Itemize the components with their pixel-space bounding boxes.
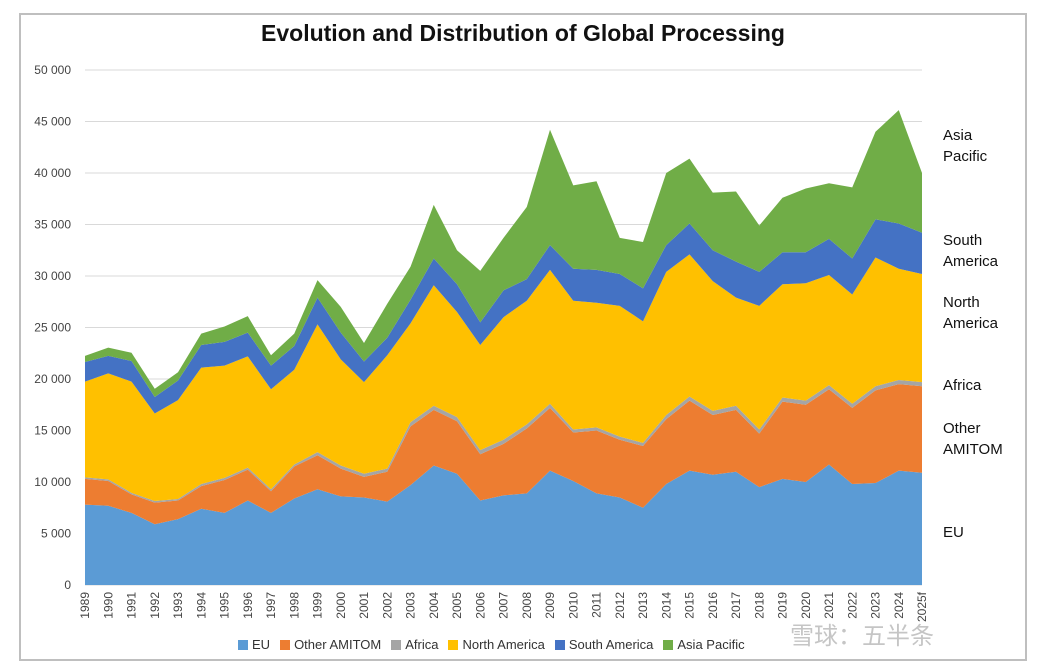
x-tick-label: 2018 bbox=[752, 592, 766, 619]
series-side-labels: Asia Pacific South America North America Afric… bbox=[943, 127, 1003, 541]
side-label-south-america: South bbox=[943, 232, 982, 249]
y-tick-label: 30 000 bbox=[34, 269, 71, 283]
y-tick-label: 40 000 bbox=[34, 166, 71, 180]
x-tick-label: 2006 bbox=[473, 592, 487, 619]
legend-item: Africa bbox=[391, 637, 438, 652]
x-tick-label: 1989 bbox=[78, 592, 92, 619]
legend-swatch bbox=[554, 639, 565, 650]
area-other-amitom bbox=[85, 384, 922, 525]
side-label-africa: Africa bbox=[943, 377, 982, 394]
y-tick-label: 35 000 bbox=[34, 218, 71, 232]
x-tick-label: 1999 bbox=[311, 592, 325, 619]
legend-item: Other AMITOM bbox=[280, 637, 381, 652]
legend-label: Other AMITOM bbox=[294, 637, 382, 652]
legend-label: South America bbox=[568, 637, 654, 652]
x-tick-label: 2002 bbox=[380, 592, 394, 619]
x-tick-label: 2005 bbox=[450, 592, 464, 619]
x-tick-label: 2019 bbox=[776, 592, 790, 619]
x-tick-label: 2012 bbox=[613, 592, 627, 619]
x-tick-label: 1992 bbox=[148, 592, 162, 619]
legend-item: EU bbox=[238, 637, 270, 652]
area-asia-pacific bbox=[85, 110, 922, 398]
x-tick-label: 2008 bbox=[520, 592, 534, 619]
y-tick-label: 20 000 bbox=[34, 372, 71, 386]
x-tick-label: 2009 bbox=[543, 592, 557, 619]
x-tick-label: 2003 bbox=[404, 592, 418, 619]
series-areas bbox=[85, 110, 922, 585]
x-tick-label: 1996 bbox=[241, 592, 255, 619]
area-south-america bbox=[85, 219, 922, 414]
x-tick-label: 1994 bbox=[194, 592, 208, 619]
side-label-south-america: America bbox=[943, 253, 999, 270]
x-tick-label: 1995 bbox=[218, 592, 232, 619]
x-tick-label: 2001 bbox=[357, 592, 371, 619]
x-tick-label: 2011 bbox=[590, 592, 604, 618]
legend-swatch bbox=[238, 639, 248, 650]
legend-item: North America bbox=[448, 637, 545, 652]
y-tick-label: 0 bbox=[64, 578, 71, 592]
y-tick-label: 15 000 bbox=[34, 424, 71, 438]
area-north-america bbox=[85, 254, 922, 502]
side-label-other-amitom: AMITOM bbox=[943, 441, 1003, 458]
chart-legend: EU Other AMITOM Africa North America South A… bbox=[238, 637, 745, 652]
x-tick-label: 2021 bbox=[822, 592, 836, 619]
x-tick-label: 2000 bbox=[334, 592, 348, 619]
area-eu bbox=[85, 464, 922, 585]
chart-title: Evolution and Distribution of Global Pro… bbox=[261, 20, 785, 46]
x-tick-label: 1991 bbox=[125, 592, 139, 619]
x-tick-label: 2020 bbox=[799, 592, 813, 619]
x-tick-label: 2016 bbox=[706, 592, 720, 619]
x-tick-label: 2004 bbox=[427, 592, 441, 619]
legend-label: EU bbox=[252, 637, 271, 652]
x-tick-label: 1997 bbox=[264, 592, 278, 619]
legend-item: South America bbox=[554, 637, 654, 652]
x-tick-label: 2014 bbox=[659, 592, 673, 619]
x-tick-label: 2023 bbox=[869, 592, 883, 619]
legend-swatch bbox=[663, 639, 674, 650]
x-tick-label: 1990 bbox=[101, 592, 115, 619]
x-tick-label: 2022 bbox=[845, 592, 859, 619]
side-label-eu: EU bbox=[943, 524, 964, 541]
watermark: 雪球：五半条 bbox=[790, 622, 934, 650]
x-tick-label: 1993 bbox=[171, 592, 185, 619]
x-tick-label: 2024 bbox=[892, 592, 906, 619]
x-tick-label: 2015 bbox=[683, 592, 697, 619]
legend-label: Asia Pacific bbox=[677, 637, 745, 652]
y-tick-label: 10 000 bbox=[34, 475, 71, 489]
side-label-other-amitom: Other bbox=[943, 420, 981, 437]
x-tick-label: 2010 bbox=[566, 592, 580, 619]
side-label-asia-pacific: Pacific bbox=[943, 148, 988, 165]
x-tick-label: 2007 bbox=[497, 592, 511, 619]
x-tick-label: 1998 bbox=[287, 592, 301, 619]
side-label-north-america: North bbox=[943, 294, 980, 311]
legend-item: Asia Pacific bbox=[663, 637, 745, 652]
y-tick-label: 25 000 bbox=[34, 321, 71, 335]
legend-label: Africa bbox=[405, 637, 439, 652]
side-label-north-america: America bbox=[943, 315, 999, 332]
y-tick-label: 50 000 bbox=[34, 63, 71, 77]
y-tick-label: 45 000 bbox=[34, 115, 71, 129]
x-axis-ticks: 1989 1990 1991 1992 1993 1994 1995 1996 1997 1998… bbox=[78, 591, 929, 622]
area-africa bbox=[85, 380, 922, 503]
legend-swatch bbox=[448, 639, 459, 650]
x-tick-label: 2025f bbox=[915, 591, 929, 622]
y-axis-ticks: 0 5 000 10 000 15 000 20 000 25 000 30 000 35 0… bbox=[34, 63, 71, 592]
x-tick-label: 2013 bbox=[636, 592, 650, 619]
side-label-asia-pacific: Asia bbox=[943, 127, 973, 144]
legend-label: North America bbox=[462, 637, 545, 652]
legend-swatch bbox=[391, 639, 402, 650]
legend-swatch bbox=[280, 639, 291, 650]
y-tick-label: 5 000 bbox=[41, 527, 71, 541]
x-tick-label: 2017 bbox=[729, 592, 743, 619]
